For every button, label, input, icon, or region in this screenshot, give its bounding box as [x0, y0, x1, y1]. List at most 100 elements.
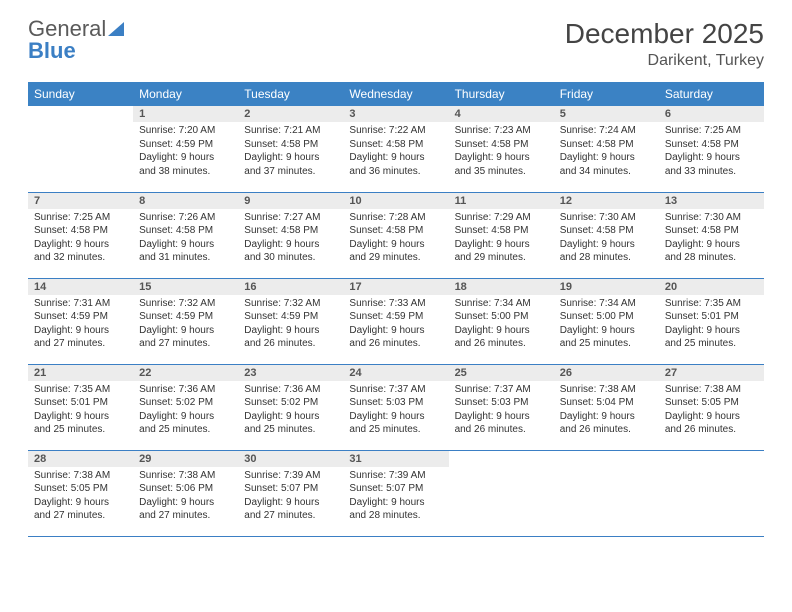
- cell-body: Sunrise: 7:32 AMSunset: 4:59 PMDaylight:…: [133, 295, 238, 355]
- sunset-text: Sunset: 4:58 PM: [244, 138, 337, 152]
- calendar-cell: [554, 450, 659, 536]
- weekday-wednesday: Wednesday: [343, 82, 448, 106]
- calendar-row: 14Sunrise: 7:31 AMSunset: 4:59 PMDayligh…: [28, 278, 764, 364]
- cell-body: Sunrise: 7:35 AMSunset: 5:01 PMDaylight:…: [28, 381, 133, 441]
- daylight-text: Daylight: 9 hours and 28 minutes.: [349, 496, 442, 523]
- sunset-text: Sunset: 4:58 PM: [244, 224, 337, 238]
- cell-body: Sunrise: 7:34 AMSunset: 5:00 PMDaylight:…: [449, 295, 554, 355]
- calendar-cell: 16Sunrise: 7:32 AMSunset: 4:59 PMDayligh…: [238, 278, 343, 364]
- daylight-text: Daylight: 9 hours and 29 minutes.: [455, 238, 548, 265]
- calendar-cell: [28, 106, 133, 192]
- sunset-text: Sunset: 4:58 PM: [665, 138, 758, 152]
- calendar-row: 7Sunrise: 7:25 AMSunset: 4:58 PMDaylight…: [28, 192, 764, 278]
- sunrise-text: Sunrise: 7:21 AM: [244, 124, 337, 138]
- sunset-text: Sunset: 5:05 PM: [665, 396, 758, 410]
- weekday-thursday: Thursday: [449, 82, 554, 106]
- calendar-cell: [449, 450, 554, 536]
- cell-body: Sunrise: 7:38 AMSunset: 5:04 PMDaylight:…: [554, 381, 659, 441]
- location-label: Darikent, Turkey: [565, 52, 764, 70]
- page-header: General Blue December 2025 Darikent, Tur…: [28, 18, 764, 70]
- logo-text-top: General: [28, 18, 124, 40]
- sunrise-text: Sunrise: 7:31 AM: [34, 297, 127, 311]
- title-block: December 2025 Darikent, Turkey: [565, 18, 764, 70]
- sunrise-text: Sunrise: 7:20 AM: [139, 124, 232, 138]
- cell-body: Sunrise: 7:25 AMSunset: 4:58 PMDaylight:…: [659, 122, 764, 182]
- calendar-cell: 6Sunrise: 7:25 AMSunset: 4:58 PMDaylight…: [659, 106, 764, 192]
- day-number: 30: [238, 451, 343, 467]
- sunset-text: Sunset: 4:59 PM: [349, 310, 442, 324]
- calendar-cell: 20 Sunrise: 7:35 AMSunset: 5:01 PMDayligh…: [659, 278, 764, 364]
- month-title: December 2025: [565, 18, 764, 50]
- calendar-cell: 14Sunrise: 7:31 AMSunset: 4:59 PMDayligh…: [28, 278, 133, 364]
- calendar-cell: 24Sunrise: 7:37 AMSunset: 5:03 PMDayligh…: [343, 364, 448, 450]
- calendar-cell: 18Sunrise: 7:34 AMSunset: 5:00 PMDayligh…: [449, 278, 554, 364]
- day-number: 11: [449, 193, 554, 209]
- calendar-row: 28Sunrise: 7:38 AMSunset: 5:05 PMDayligh…: [28, 450, 764, 536]
- sunrise-text: Sunrise: 7:29 AM: [455, 211, 548, 225]
- day-number: 13: [659, 193, 764, 209]
- sunrise-text: Sunrise: 7:38 AM: [665, 383, 758, 397]
- weekday-monday: Monday: [133, 82, 238, 106]
- daylight-text: Daylight: 9 hours and 25 minutes.: [244, 410, 337, 437]
- sunrise-text: Sunrise: 7:32 AM: [139, 297, 232, 311]
- sunrise-text: Sunrise: 7:33 AM: [349, 297, 442, 311]
- cell-body: Sunrise: 7:30 AMSunset: 4:58 PMDaylight:…: [554, 209, 659, 269]
- day-number: 28: [28, 451, 133, 467]
- daylight-text: Daylight: 9 hours and 26 minutes.: [244, 324, 337, 351]
- sunrise-text: Sunrise: 7:36 AM: [244, 383, 337, 397]
- cell-body: Sunrise: 7:38 AMSunset: 5:05 PMDaylight:…: [659, 381, 764, 441]
- sunrise-text: Sunrise: 7:22 AM: [349, 124, 442, 138]
- cell-body: Sunrise: 7:39 AMSunset: 5:07 PMDaylight:…: [238, 467, 343, 527]
- day-number: 3: [343, 106, 448, 122]
- calendar-cell: 13Sunrise: 7:30 AMSunset: 4:58 PMDayligh…: [659, 192, 764, 278]
- cell-body: Sunrise: 7:34 AMSunset: 5:00 PMDaylight:…: [554, 295, 659, 355]
- day-number: 16: [238, 279, 343, 295]
- calendar-cell: 12Sunrise: 7:30 AMSunset: 4:58 PMDayligh…: [554, 192, 659, 278]
- calendar-cell: 5Sunrise: 7:24 AMSunset: 4:58 PMDaylight…: [554, 106, 659, 192]
- day-number: 15: [133, 279, 238, 295]
- sunrise-text: Sunrise: 7:34 AM: [560, 297, 653, 311]
- daylight-text: Daylight: 9 hours and 29 minutes.: [349, 238, 442, 265]
- calendar-cell: 27Sunrise: 7:38 AMSunset: 5:05 PMDayligh…: [659, 364, 764, 450]
- daylight-text: Daylight: 9 hours and 28 minutes.: [665, 238, 758, 265]
- daylight-text: Daylight: 9 hours and 26 minutes.: [349, 324, 442, 351]
- day-number: 12: [554, 193, 659, 209]
- cell-body: Sunrise: 7:29 AMSunset: 4:58 PMDaylight:…: [449, 209, 554, 269]
- calendar-cell: 8Sunrise: 7:26 AMSunset: 4:58 PMDaylight…: [133, 192, 238, 278]
- day-number: 7: [28, 193, 133, 209]
- daylight-text: Daylight: 9 hours and 27 minutes.: [244, 496, 337, 523]
- sunrise-text: Sunrise: 7:37 AM: [455, 383, 548, 397]
- sunset-text: Sunset: 5:03 PM: [455, 396, 548, 410]
- cell-body: Sunrise: 7:20 AMSunset: 4:59 PMDaylight:…: [133, 122, 238, 182]
- daylight-text: Daylight: 9 hours and 25 minutes.: [665, 324, 758, 351]
- day-number: 23: [238, 365, 343, 381]
- sunset-text: Sunset: 4:58 PM: [34, 224, 127, 238]
- day-number: 1: [133, 106, 238, 122]
- sunset-text: Sunset: 5:00 PM: [560, 310, 653, 324]
- calendar-cell: 30Sunrise: 7:39 AMSunset: 5:07 PMDayligh…: [238, 450, 343, 536]
- sunset-text: Sunset: 5:07 PM: [349, 482, 442, 496]
- day-number: 20: [659, 279, 764, 295]
- sunrise-text: Sunrise: 7:35 AM: [665, 297, 758, 311]
- sunset-text: Sunset: 5:01 PM: [665, 310, 758, 324]
- cell-body: Sunrise: 7:37 AMSunset: 5:03 PMDaylight:…: [449, 381, 554, 441]
- sunrise-text: Sunrise: 7:37 AM: [349, 383, 442, 397]
- calendar-cell: 1Sunrise: 7:20 AMSunset: 4:59 PMDaylight…: [133, 106, 238, 192]
- cell-body: Sunrise: 7:38 AMSunset: 5:05 PMDaylight:…: [28, 467, 133, 527]
- calendar-cell: 23Sunrise: 7:36 AMSunset: 5:02 PMDayligh…: [238, 364, 343, 450]
- day-number: 9: [238, 193, 343, 209]
- calendar-cell: 22Sunrise: 7:36 AMSunset: 5:02 PMDayligh…: [133, 364, 238, 450]
- daylight-text: Daylight: 9 hours and 25 minutes.: [139, 410, 232, 437]
- sunrise-text: Sunrise: 7:34 AM: [455, 297, 548, 311]
- day-number: 25: [449, 365, 554, 381]
- calendar-cell: 15Sunrise: 7:32 AMSunset: 4:59 PMDayligh…: [133, 278, 238, 364]
- calendar-cell: 26Sunrise: 7:38 AMSunset: 5:04 PMDayligh…: [554, 364, 659, 450]
- calendar-cell: 29Sunrise: 7:38 AMSunset: 5:06 PMDayligh…: [133, 450, 238, 536]
- cell-body: Sunrise: 7:32 AMSunset: 4:59 PMDaylight:…: [238, 295, 343, 355]
- cell-body: Sunrise: 7:26 AMSunset: 4:58 PMDaylight:…: [133, 209, 238, 269]
- daylight-text: Daylight: 9 hours and 38 minutes.: [139, 151, 232, 178]
- daylight-text: Daylight: 9 hours and 27 minutes.: [34, 324, 127, 351]
- day-number: 19: [554, 279, 659, 295]
- sunset-text: Sunset: 4:58 PM: [139, 224, 232, 238]
- sunset-text: Sunset: 5:00 PM: [455, 310, 548, 324]
